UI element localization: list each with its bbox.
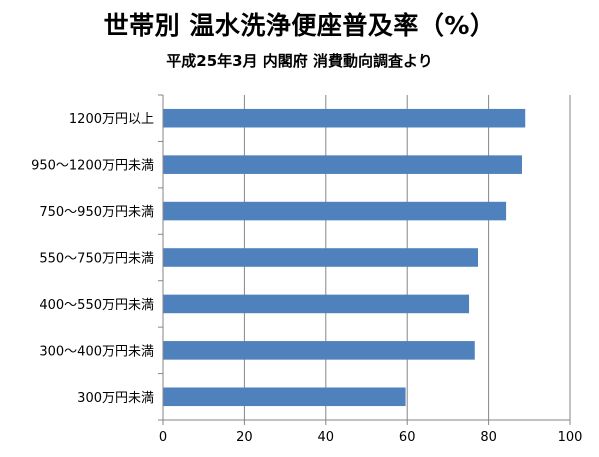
x-tick-label: 80: [480, 430, 497, 445]
bar-2: [163, 155, 522, 174]
chart-subtitle: 平成25年3月 内閣府 消費動向調査より: [166, 52, 433, 70]
bar-6: [163, 341, 475, 360]
x-tick-label: 100: [558, 430, 583, 445]
category-label: 750～950万円未満: [39, 205, 154, 220]
x-tick-label: 0: [159, 430, 167, 445]
bar-1: [163, 108, 526, 128]
category-label: 300万円未満: [77, 391, 154, 406]
category-label: 950～1200万円未満: [31, 159, 154, 174]
bar-7: [163, 387, 406, 407]
bar-4: [163, 248, 479, 267]
category-label: 550～750万円未満: [39, 252, 154, 267]
x-tick-label: 40: [318, 430, 335, 445]
category-label: 1200万円以上: [69, 112, 154, 127]
category-label: 300～400万円未満: [39, 344, 154, 359]
category-label: 400～550万円未満: [39, 298, 154, 313]
bar-3: [163, 201, 507, 221]
bar-5: [163, 294, 470, 314]
x-tick-label: 60: [399, 430, 416, 445]
chart-title: 世帯別 温水洗浄便座普及率（%）: [103, 11, 496, 40]
x-tick-label: 20: [236, 430, 253, 445]
